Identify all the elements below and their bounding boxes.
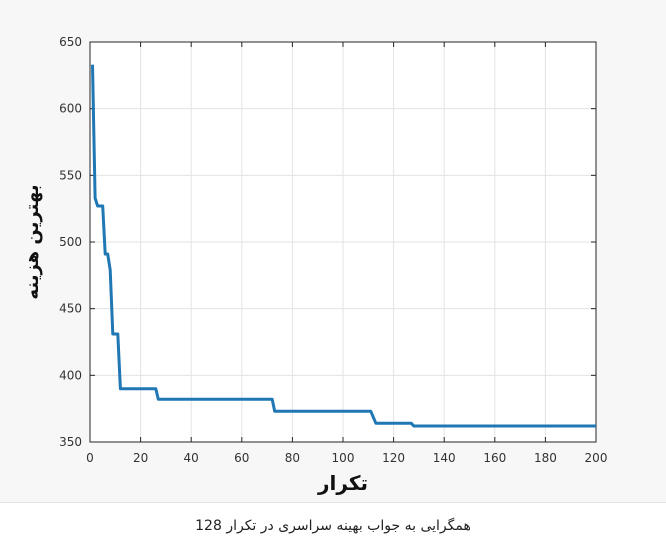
x-tick-label: 140 (433, 451, 456, 465)
x-axis-title: تکرار (317, 471, 368, 495)
y-tick-label: 650 (59, 35, 82, 49)
x-tick-label: 0 (86, 451, 94, 465)
x-tick-label: 200 (585, 451, 608, 465)
y-axis-title: بهترین هزینه (22, 184, 43, 299)
y-tick-label: 350 (59, 435, 82, 449)
series-line (91, 64, 596, 428)
x-tick-label: 60 (234, 451, 249, 465)
y-tick-label: 600 (59, 102, 82, 116)
y-tick-label: 400 (59, 368, 82, 382)
y-tick-label: 500 (59, 235, 82, 249)
y-tick-label: 450 (59, 302, 82, 316)
chart-figure: 0 20 40 60 80 100 120 140 160 180 200 350 400 450 500 5… (0, 35, 666, 503)
x-tick-label: 80 (285, 451, 300, 465)
x-tick-label: 100 (332, 451, 355, 465)
x-tick-label: 40 (184, 451, 199, 465)
x-tick-label: 120 (382, 451, 405, 465)
x-tick-label: 20 (133, 451, 148, 465)
x-tick-label: 160 (483, 451, 506, 465)
x-tick-label: 180 (534, 451, 557, 465)
y-tick-label: 550 (59, 168, 82, 182)
plot-area: 0 20 40 60 80 100 120 140 160 180 200 350 400 450 500 5… (22, 35, 608, 495)
chart-caption: همگرایی به جواب بهینه سراسری در تکرار 12… (195, 518, 471, 534)
